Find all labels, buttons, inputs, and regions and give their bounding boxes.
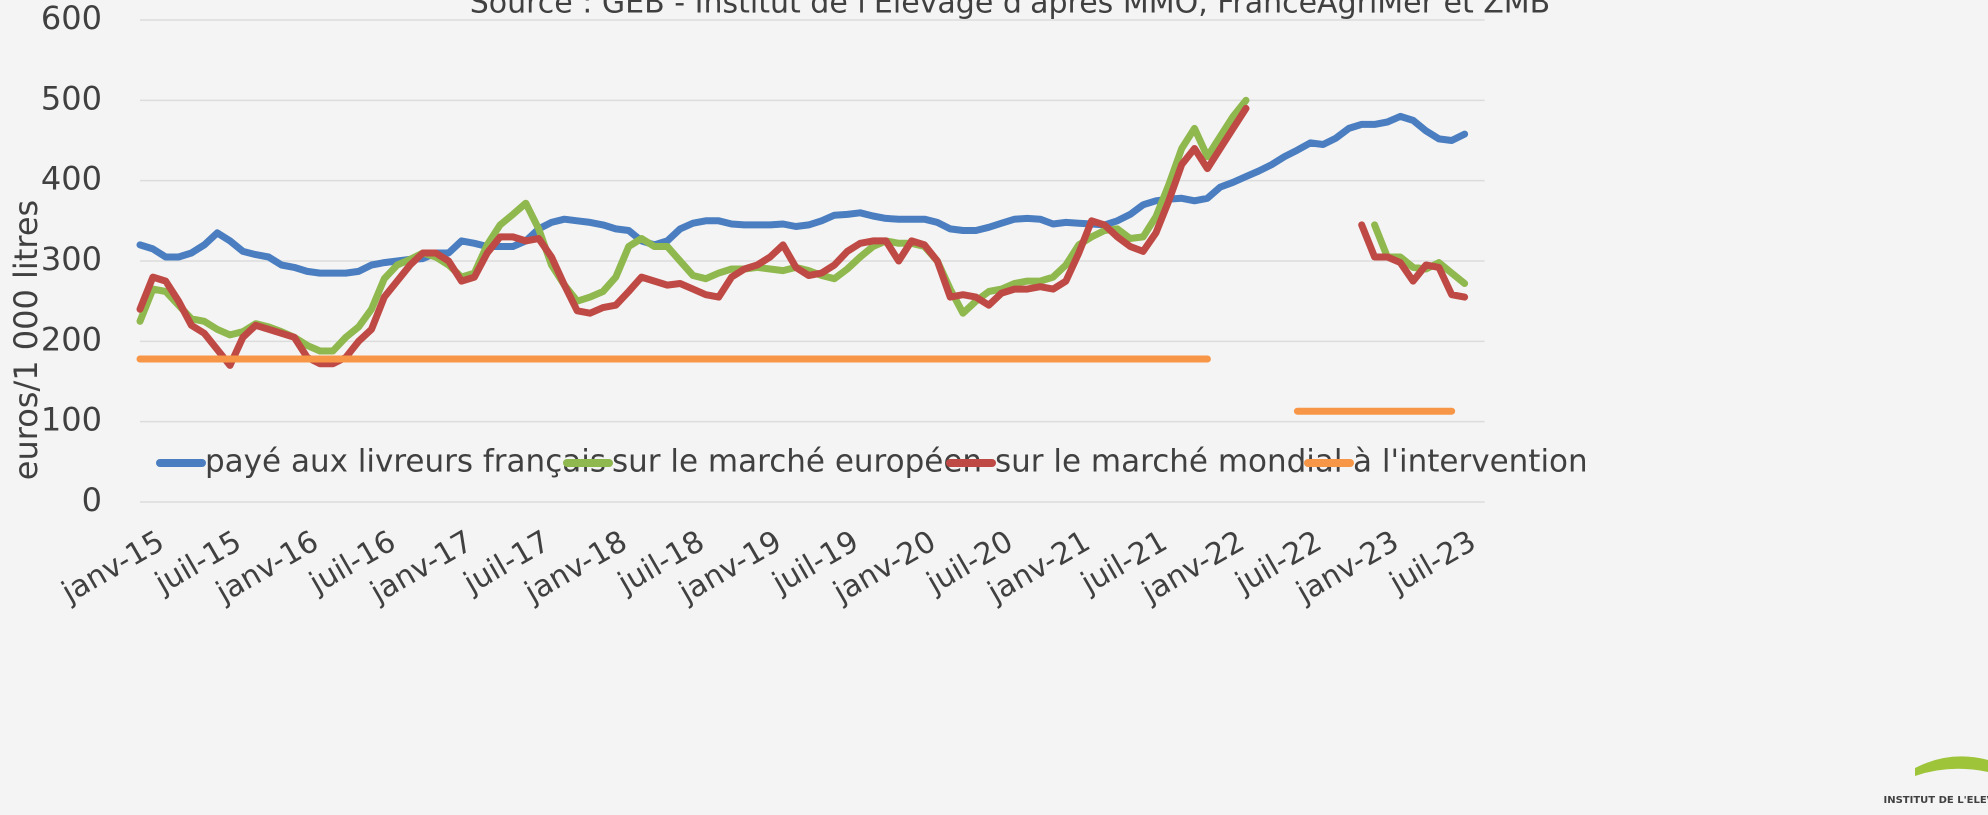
legend-label: sur le marché européen xyxy=(612,444,982,480)
series-line xyxy=(136,112,1469,277)
y-axis-label: euros/1 000 litres xyxy=(7,200,45,480)
legend-label: payé aux livreurs français xyxy=(205,444,606,480)
logo: INSTITUT DE L'ELEVAGE xyxy=(1884,756,1988,806)
y-tick-label: 100 xyxy=(41,401,102,439)
legend-label: à l'intervention xyxy=(1353,444,1588,480)
chart-subtitle: Source : GEB - Institut de l'Elevage d'a… xyxy=(470,0,1551,21)
logo-swoosh xyxy=(1915,756,1988,776)
y-tick-label: 300 xyxy=(41,240,102,278)
logo-text: INSTITUT DE L'ELEVAGE xyxy=(1884,795,1988,806)
y-tick-label: 0 xyxy=(82,481,102,519)
y-tick-label: 400 xyxy=(41,160,102,198)
y-tick-label: 600 xyxy=(41,0,102,37)
y-tick-label: 200 xyxy=(41,320,102,358)
series-line xyxy=(136,355,1456,415)
y-tick-label: 500 xyxy=(41,79,102,117)
series-line xyxy=(136,104,1469,369)
legend-label: sur le marché mondial xyxy=(995,444,1343,480)
